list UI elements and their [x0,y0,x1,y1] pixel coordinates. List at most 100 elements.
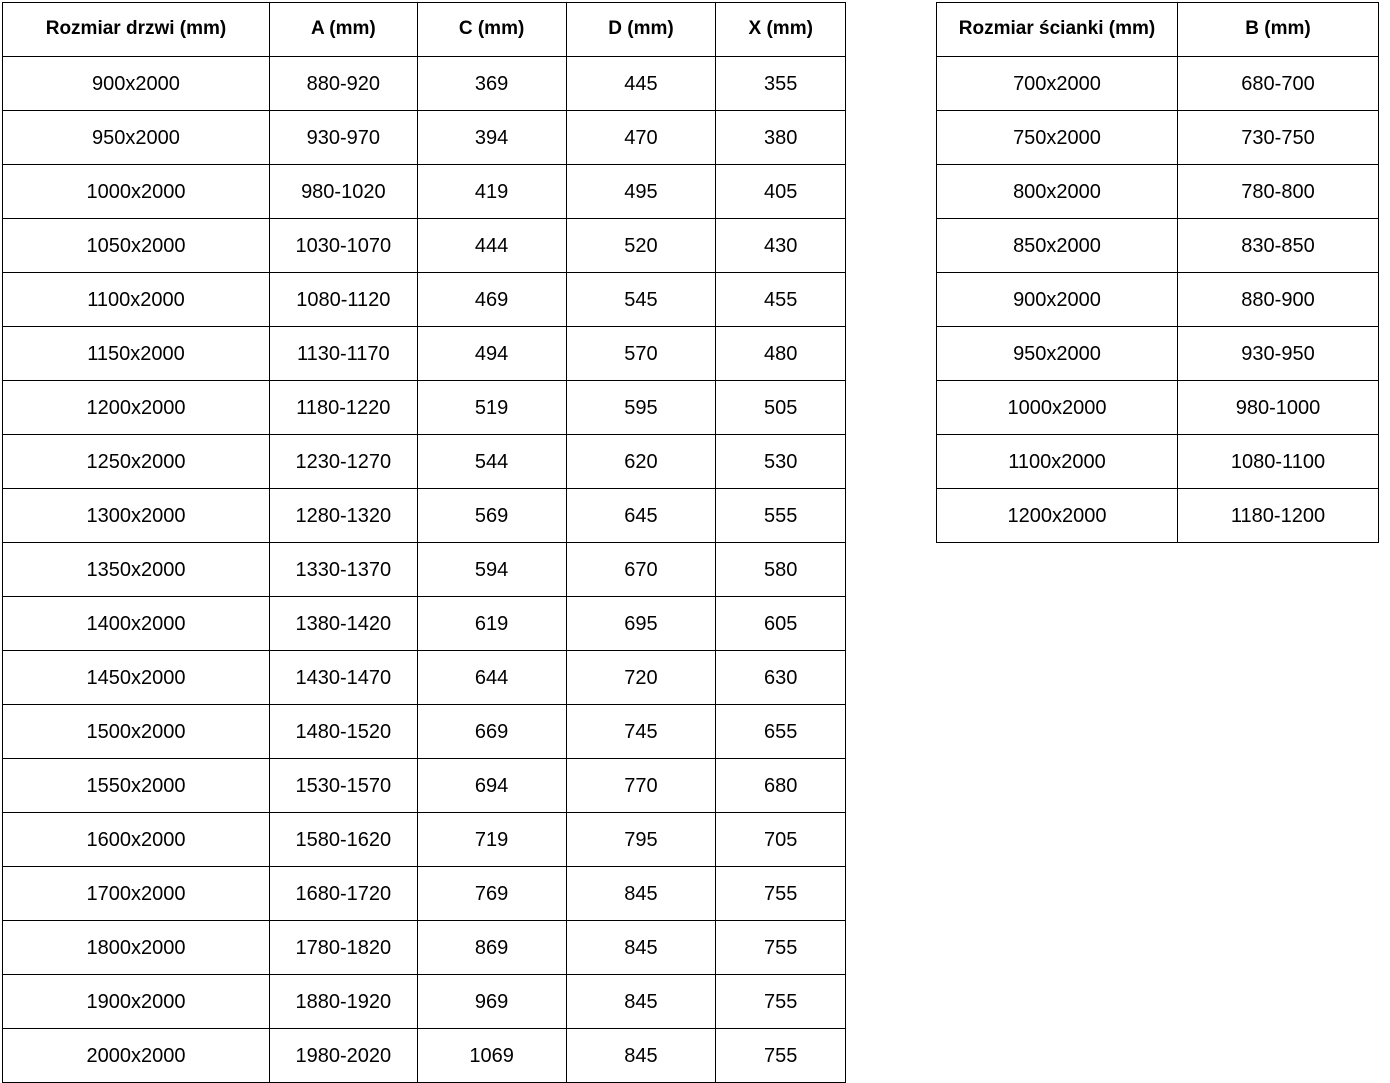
cell-door-size: 1000x2000 [2,164,270,219]
cell-door-size: 1900x2000 [2,974,270,1029]
cell-a: 980-1020 [268,164,418,219]
cell-door-size: 1700x2000 [2,866,270,921]
cell-door-size: 1500x2000 [2,704,270,759]
cell-wall-size: 700x2000 [936,56,1178,111]
cell-d: 845 [565,920,717,975]
cell-x: 755 [715,1028,846,1083]
table-row: 1300x2000 1280-1320 569 645 555 [2,488,846,543]
cell-b: 830-850 [1177,218,1379,273]
table-row: 1450x2000 1430-1470 644 720 630 [2,650,846,705]
cell-wall-size: 950x2000 [936,326,1178,381]
table-row: 800x2000 780-800 [936,164,1379,219]
column-header-a: A (mm) [268,2,418,57]
cell-wall-size: 1000x2000 [936,380,1178,435]
door-table-body: 900x2000 880-920 369 445 355 950x2000 930-970 3… [2,56,846,1083]
cell-x: 655 [715,704,846,759]
cell-c: 969 [416,974,567,1029]
cell-d: 620 [565,434,717,489]
table-row: 1600x2000 1580-1620 719 795 705 [2,812,846,867]
cell-d: 470 [565,110,717,165]
cell-door-size: 2000x2000 [2,1028,270,1083]
cell-c: 719 [416,812,567,867]
cell-a: 1330-1370 [268,542,418,597]
table-row: 900x2000 880-900 [936,272,1379,327]
cell-d: 845 [565,974,717,1029]
cell-x: 355 [715,56,846,111]
cell-wall-size: 800x2000 [936,164,1178,219]
cell-door-size: 1400x2000 [2,596,270,651]
cell-door-size: 1350x2000 [2,542,270,597]
cell-c: 669 [416,704,567,759]
cell-x: 680 [715,758,846,813]
cell-d: 770 [565,758,717,813]
table-row: 850x2000 830-850 [936,218,1379,273]
cell-a: 1380-1420 [268,596,418,651]
cell-d: 795 [565,812,717,867]
cell-d: 570 [565,326,717,381]
cell-b: 1080-1100 [1177,434,1379,489]
cell-x: 755 [715,866,846,921]
cell-a: 1680-1720 [268,866,418,921]
cell-door-size: 1800x2000 [2,920,270,975]
cell-a: 1880-1920 [268,974,418,1029]
cell-door-size: 1200x2000 [2,380,270,435]
cell-d: 845 [565,1028,717,1083]
cell-a: 1530-1570 [268,758,418,813]
table-row: 1550x2000 1530-1570 694 770 680 [2,758,846,813]
cell-a: 1780-1820 [268,920,418,975]
door-size-table: Rozmiar drzwi (mm) A (mm) C (mm) D (mm) … [2,2,846,1083]
wall-table-body: 700x2000 680-700 750x2000 730-750 800x2000 78… [936,56,1379,543]
cell-door-size: 1550x2000 [2,758,270,813]
table-row: 1000x2000 980-1000 [936,380,1379,435]
table-row: 1100x2000 1080-1120 469 545 455 [2,272,846,327]
cell-d: 645 [565,488,717,543]
cell-a: 1030-1070 [268,218,418,273]
table-row: 1900x2000 1880-1920 969 845 755 [2,974,846,1029]
cell-door-size: 1300x2000 [2,488,270,543]
cell-d: 720 [565,650,717,705]
wall-panel-size-table: Rozmiar ścianki (mm) B (mm) 700x2000 680-… [936,2,1379,543]
cell-c: 869 [416,920,567,975]
table-row: 1150x2000 1130-1170 494 570 480 [2,326,846,381]
cell-door-size: 1250x2000 [2,434,270,489]
column-header-b: B (mm) [1177,2,1379,57]
table-row: 1000x2000 980-1020 419 495 405 [2,164,846,219]
cell-x: 480 [715,326,846,381]
cell-b: 680-700 [1177,56,1379,111]
cell-door-size: 900x2000 [2,56,270,111]
column-header-door-size: Rozmiar drzwi (mm) [2,2,270,57]
cell-wall-size: 1200x2000 [936,488,1178,543]
table-row: 1500x2000 1480-1520 669 745 655 [2,704,846,759]
cell-b: 1180-1200 [1177,488,1379,543]
cell-x: 405 [715,164,846,219]
cell-wall-size: 900x2000 [936,272,1178,327]
column-header-d: D (mm) [565,2,717,57]
cell-a: 1980-2020 [268,1028,418,1083]
cell-c: 594 [416,542,567,597]
cell-a: 1480-1520 [268,704,418,759]
table-header-row: Rozmiar drzwi (mm) A (mm) C (mm) D (mm) … [2,2,846,57]
cell-x: 605 [715,596,846,651]
table-row: 1350x2000 1330-1370 594 670 580 [2,542,846,597]
cell-x: 555 [715,488,846,543]
cell-b: 980-1000 [1177,380,1379,435]
cell-d: 445 [565,56,717,111]
cell-d: 495 [565,164,717,219]
cell-a: 1180-1220 [268,380,418,435]
cell-x: 505 [715,380,846,435]
cell-x: 380 [715,110,846,165]
cell-door-size: 1600x2000 [2,812,270,867]
cell-c: 419 [416,164,567,219]
table-row: 1050x2000 1030-1070 444 520 430 [2,218,846,273]
cell-c: 1069 [416,1028,567,1083]
cell-a: 1580-1620 [268,812,418,867]
cell-d: 745 [565,704,717,759]
cell-d: 695 [565,596,717,651]
table-row: 2000x2000 1980-2020 1069 845 755 [2,1028,846,1083]
cell-wall-size: 850x2000 [936,218,1178,273]
cell-c: 619 [416,596,567,651]
table-row: 750x2000 730-750 [936,110,1379,165]
cell-x: 430 [715,218,846,273]
door-table-header: Rozmiar drzwi (mm) A (mm) C (mm) D (mm) … [2,2,846,57]
cell-c: 544 [416,434,567,489]
